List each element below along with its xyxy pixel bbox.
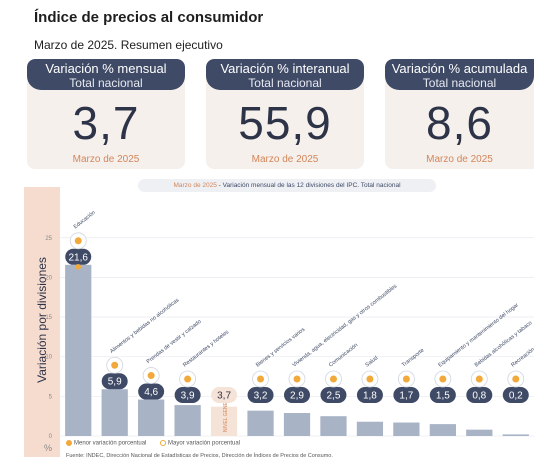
clothes-icon-mark (147, 372, 155, 380)
category-label: Salud (364, 355, 379, 368)
value-badge (65, 248, 92, 265)
y-tick-label: 15 (45, 315, 52, 321)
page-subtitle: Marzo de 2025. Resumen ejecutivo (34, 38, 223, 52)
bar (320, 416, 347, 436)
value-badge (393, 387, 420, 403)
legend-min-dot (66, 440, 72, 446)
category-label: Educación (73, 210, 97, 231)
bus-icon-mark (402, 375, 410, 383)
kpi-scope: Total nacional (422, 76, 497, 90)
bulb-icon-mark (293, 375, 301, 383)
value-label: 0,2 (509, 391, 523, 402)
value-badge (320, 387, 347, 403)
kpi-card-yearly: Variación % interanual Total nacional 55… (206, 59, 364, 169)
value-badge (211, 387, 238, 403)
kpi-value: 8,6 (426, 97, 493, 149)
category-label: Restaurantes y hoteles (182, 329, 230, 369)
bar (429, 424, 456, 436)
bar-general-label: NIVEL GENERAL (223, 392, 229, 432)
bar (101, 389, 128, 436)
kpi-card-cumulative: Variación % acumulada Total nacional 8,6… (385, 59, 534, 169)
value-badge (174, 387, 201, 403)
category-label: Equipamiento y mantenimiento del hogar (437, 302, 520, 368)
value-label: 21,6 (68, 252, 88, 263)
value-label: 1,8 (363, 391, 377, 402)
bar (356, 421, 384, 436)
kpi-date: Marzo de 2025 (72, 154, 140, 165)
legend-min-label: Menor variación porcentual (74, 440, 147, 447)
value-label: 1,7 (399, 391, 413, 402)
max-marker (75, 264, 82, 270)
value-badge (247, 387, 274, 403)
page-title: Índice de precios al consumidor (34, 9, 264, 26)
value-label: 2,9 (290, 391, 304, 402)
bar (210, 406, 238, 436)
category-label: Transporte (401, 348, 426, 369)
phone-icon-mark (329, 375, 337, 383)
value-badge (284, 387, 310, 403)
kpi-header: Variación % interanual Total nacional (206, 59, 364, 90)
bar (466, 429, 493, 436)
kpi-label: Variación % interanual (220, 61, 350, 76)
bottle-icon-mark (475, 375, 483, 383)
kpi-scope: Total nacional (69, 76, 143, 90)
value-label: 5,9 (108, 377, 122, 388)
chart-header-text: - Variación mensual de las 12 divisiones… (216, 182, 401, 189)
value-label: 2,5 (327, 391, 341, 402)
side-band (24, 187, 60, 457)
legend-max: Mayor variación porcentual (160, 440, 240, 447)
bar (174, 405, 201, 436)
kpi-value: 55,9 (238, 97, 332, 149)
bar (502, 434, 529, 436)
scissors-icon-mark (257, 375, 265, 383)
value-label: 0,8 (472, 391, 486, 402)
y-tick-label: 25 (45, 236, 52, 242)
kpi-label: Variación % acumulada (391, 61, 528, 76)
kpi-date: Marzo de 2025 (251, 154, 319, 165)
bar (247, 410, 274, 436)
kpi-header: Variación % acumulada Total nacional (385, 59, 534, 90)
value-badge (502, 387, 529, 403)
bar (393, 422, 420, 436)
kpi-card-monthly: Variación % mensual Total nacional 3,7 M… (27, 59, 185, 169)
value-badge (101, 373, 128, 390)
kpi-scope: Total nacional (248, 76, 322, 90)
book-icon-mark (74, 237, 82, 245)
value-badge (466, 387, 493, 403)
value-label: 3,9 (181, 391, 195, 402)
category-label: Comunicación (328, 342, 359, 368)
value-badge (138, 383, 165, 400)
food-icon-mark (111, 361, 119, 369)
chart-header-date: Marzo de 2025 (173, 182, 217, 189)
chart-header: Marzo de 2025 - Variación mensual de las… (138, 179, 436, 192)
value-label: 4,6 (144, 387, 158, 398)
y-tick-label: 5 (49, 394, 53, 400)
percent-symbol: % (44, 443, 53, 453)
kpi-label: Variación % mensual (45, 61, 167, 76)
y-tick-label: 10 (45, 355, 52, 361)
legend-min: Menor variación porcentual (66, 440, 146, 447)
house-icon-mark (439, 375, 447, 383)
kpi-value: 3,7 (72, 97, 140, 149)
kpi-header: Variación % mensual Total nacional (27, 59, 185, 90)
y-tick-label: 20 (45, 275, 52, 281)
value-badge (356, 387, 383, 403)
umbrella-icon-mark (512, 375, 520, 383)
legend-max-label: Mayor variación porcentual (168, 440, 241, 447)
legend-max-dot (160, 440, 166, 446)
restaurant-icon-mark (184, 375, 192, 383)
value-label: 1,5 (436, 391, 450, 402)
bar (65, 264, 92, 436)
kpi-date: Marzo de 2025 (426, 154, 493, 165)
health-icon-mark (366, 375, 374, 383)
value-label: 3,7 (217, 391, 231, 402)
source-note: Fuente: INDEC, Dirección Nacional de Est… (66, 453, 333, 459)
y-tick-label: 0 (49, 434, 53, 440)
bar (138, 399, 165, 436)
bar (283, 413, 311, 436)
value-badge (429, 387, 456, 403)
value-label: 3,2 (254, 391, 268, 402)
